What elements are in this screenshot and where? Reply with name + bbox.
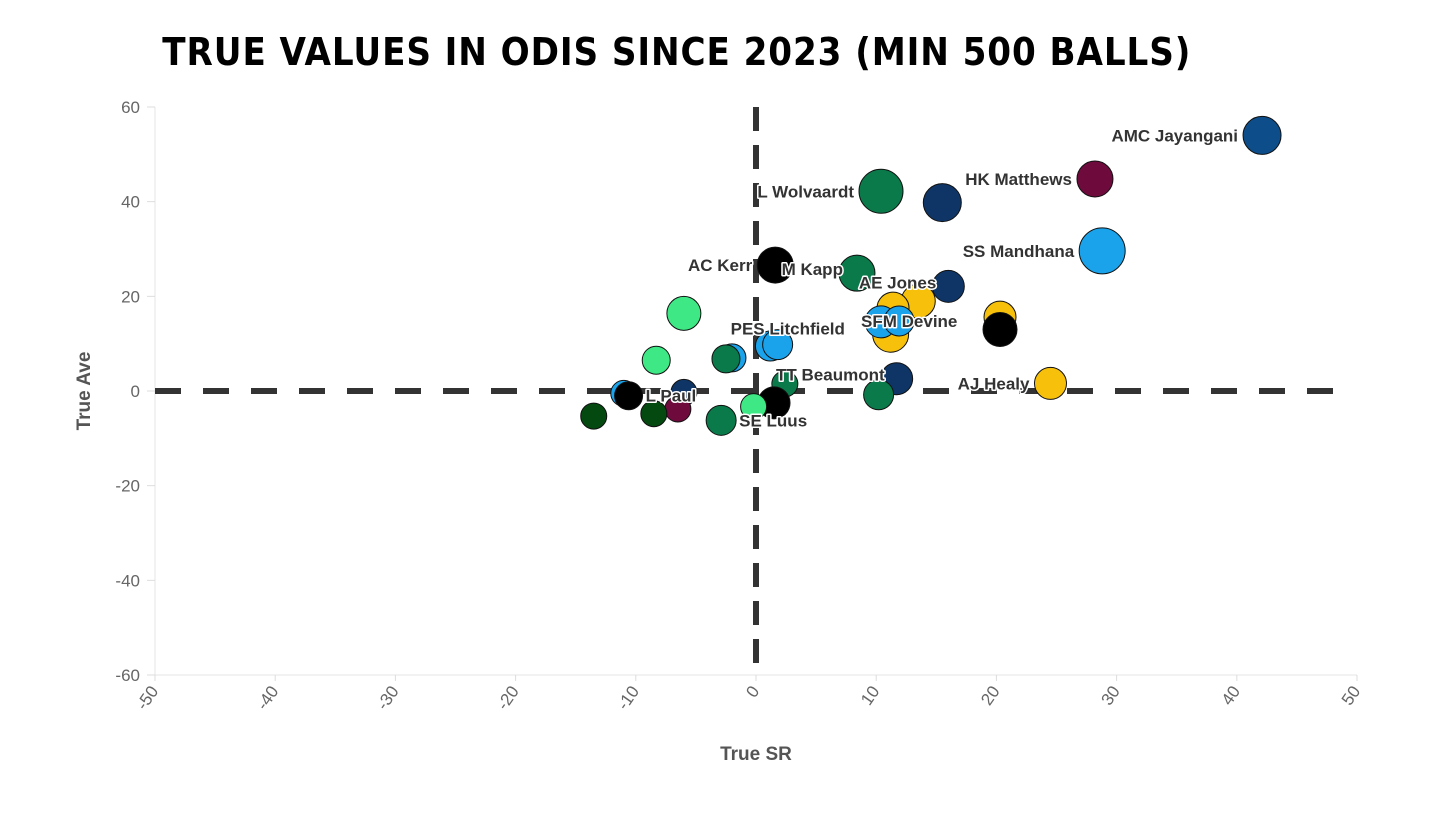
axes-layer: 60 40 20 0 -20 -40 -60-50 -40 -30 -20 -10 0 10 20 30 40…	[115, 98, 1364, 713]
y-tick-label: -40	[115, 571, 140, 590]
data-point	[580, 402, 608, 430]
point-label: TT Beaumont	[776, 366, 885, 385]
point-label: SS Mandhana	[963, 242, 1075, 261]
point-label: SFM Devine	[861, 312, 957, 331]
y-axis-label: True Ave	[74, 352, 95, 431]
data-point	[641, 345, 671, 375]
data-point	[1078, 227, 1126, 275]
x-tick-label: 20	[977, 682, 1003, 708]
x-tick-label: 40	[1218, 682, 1244, 708]
y-tick-label: 40	[121, 193, 140, 212]
point-label: L Paul	[646, 387, 697, 406]
point-label: AMC Jayangani	[1111, 126, 1238, 145]
x-tick-label: -10	[613, 682, 643, 713]
data-point	[863, 379, 895, 411]
data-point	[756, 246, 794, 284]
point-label: L Wolvaardt	[757, 182, 854, 201]
point-labels-layer: AMC Jayangani HK Matthews L Wolvaardt SS Ma…	[644, 125, 1239, 432]
point-label: AE Jones	[859, 273, 936, 292]
point-label: SE Luus	[739, 411, 807, 430]
y-tick-label: -60	[115, 666, 140, 685]
data-point	[614, 381, 644, 411]
x-tick-label: -30	[373, 682, 403, 713]
data-point	[1242, 115, 1282, 155]
point-label: AJ Healy	[958, 374, 1030, 393]
data-point	[762, 329, 794, 361]
x-axis-label: True SR	[720, 744, 792, 765]
data-point	[1033, 366, 1067, 400]
y-tick-label: 60	[121, 98, 140, 117]
data-point	[922, 183, 962, 223]
data-point	[705, 404, 737, 436]
data-point	[838, 254, 876, 292]
data-point	[931, 269, 965, 303]
data-point	[711, 344, 741, 374]
point-label: HK Matthews	[965, 170, 1072, 189]
reference-lines	[155, 107, 1351, 663]
x-tick-label: -40	[253, 682, 283, 713]
data-point	[883, 305, 915, 337]
data-point	[1076, 160, 1114, 198]
x-tick-label: 50	[1338, 682, 1364, 708]
x-tick-label: -50	[133, 682, 163, 713]
point-label: AC Kerr	[688, 256, 753, 275]
data-point	[640, 400, 668, 428]
y-tick-label: -20	[115, 477, 140, 496]
data-point	[666, 295, 702, 331]
y-tick-label: 20	[121, 287, 140, 306]
data-point	[858, 168, 904, 214]
points-layer	[580, 115, 1282, 436]
data-point	[982, 311, 1018, 347]
x-tick-label: 30	[1097, 682, 1123, 708]
x-tick-label: 10	[857, 682, 883, 708]
x-tick-label: 0	[742, 682, 763, 701]
chart-title: TRUE VALUES IN ODIS SINCE 2023 (MIN 500 …	[162, 30, 1192, 74]
x-tick-label: -20	[493, 682, 523, 713]
point-label: M Kapp	[782, 260, 843, 279]
point-label: PES Litchfield	[731, 320, 845, 339]
y-tick-label: 0	[131, 382, 140, 401]
data-point	[740, 393, 768, 421]
